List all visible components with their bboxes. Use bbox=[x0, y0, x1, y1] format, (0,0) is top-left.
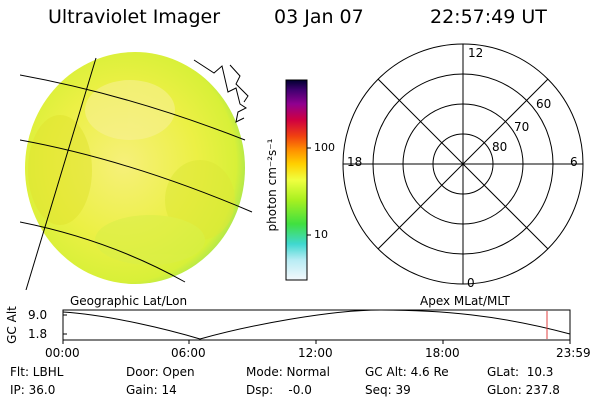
orbit-xtick-1200: 12:00 bbox=[298, 346, 333, 360]
polar-plot bbox=[342, 43, 584, 285]
colorbar-tick-10: 10 bbox=[314, 228, 328, 241]
orbit-ytick-1-8: 1.8 bbox=[28, 327, 48, 341]
orbit-plot bbox=[62, 309, 571, 344]
info-dsp: Dsp: -0.0 bbox=[246, 383, 312, 397]
info-gain: Gain: 14 bbox=[126, 383, 177, 397]
altitude-curve bbox=[62, 309, 571, 340]
orbit-xtick-0000: 00:00 bbox=[45, 346, 80, 360]
info-gc-alt: GC Alt: 4.6 Re bbox=[365, 365, 449, 379]
info-flt: Flt: LBHL bbox=[10, 365, 64, 379]
time-label: 22:57:49 UT bbox=[430, 6, 547, 28]
geographic-label: Geographic Lat/Lon bbox=[70, 294, 188, 308]
mlt-label-12: 12 bbox=[468, 46, 484, 60]
info-door: Door: Open bbox=[126, 365, 195, 379]
info-seq: Seq: 39 bbox=[365, 383, 411, 397]
lat-label-60: 60 bbox=[536, 97, 552, 111]
info-glat: GLat: 10.3 bbox=[487, 365, 554, 379]
orbit-xtick-1800: 18:00 bbox=[425, 346, 460, 360]
colorbar-unit-label: photon cm⁻²s⁻¹ bbox=[265, 138, 279, 232]
earth-disk-image bbox=[25, 52, 245, 284]
app-title: Ultraviolet Imager bbox=[48, 6, 221, 28]
lat-label-80: 80 bbox=[492, 140, 508, 154]
orbit-xtick-0600: 06:00 bbox=[171, 346, 206, 360]
coastline bbox=[193, 59, 249, 123]
colorbar bbox=[285, 79, 311, 281]
orbit-ytick-9: 9.0 bbox=[28, 308, 48, 322]
info-mode: Mode: Normal bbox=[246, 365, 330, 379]
geographic-grid bbox=[20, 57, 253, 290]
orbit-xtick-2359: 23:59 bbox=[556, 346, 591, 360]
date-label: 03 Jan 07 bbox=[274, 6, 364, 28]
lat-label-70: 70 bbox=[514, 120, 530, 134]
colorbar-tick-100: 100 bbox=[314, 141, 335, 154]
info-ip: IP: 36.0 bbox=[10, 383, 56, 397]
mlt-label-18: 18 bbox=[347, 155, 363, 169]
apex-label: Apex MLat/MLT bbox=[420, 294, 510, 308]
orbit-ylabel: GC Alt bbox=[5, 306, 19, 344]
info-glon: GLon: 237.8 bbox=[487, 383, 560, 397]
mlt-label-0: 0 bbox=[467, 276, 475, 290]
mlt-label-6: 6 bbox=[570, 155, 578, 169]
